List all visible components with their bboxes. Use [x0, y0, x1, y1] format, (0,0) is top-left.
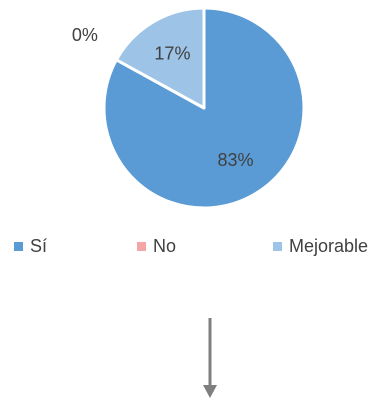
- legend: Sí No Mejorable: [0, 232, 379, 260]
- legend-label-mejorable: Mejorable: [289, 235, 369, 256]
- data-label-si: 83%: [218, 150, 254, 170]
- pie-slices: [102, 6, 306, 210]
- legend-item-no: No: [137, 232, 176, 260]
- pie-chart: 83% 0% 17%: [72, 6, 306, 210]
- legend-swatch-si: [14, 241, 23, 251]
- legend-label-no: No: [153, 235, 177, 256]
- data-label-mejorable: 17%: [154, 43, 190, 63]
- legend-item-si: Sí: [14, 232, 47, 260]
- pie-slice-mejorable: [114, 6, 206, 110]
- legend-swatch-mejorable: [273, 241, 282, 251]
- legend-label-si: Sí: [30, 235, 48, 256]
- data-label-no: 0%: [72, 25, 98, 45]
- arrow-head: [203, 385, 217, 398]
- legend-swatch-no: [137, 241, 146, 251]
- legend-item-mejorable: Mejorable: [273, 232, 368, 260]
- pie-data-labels: 83% 0% 17%: [72, 25, 254, 170]
